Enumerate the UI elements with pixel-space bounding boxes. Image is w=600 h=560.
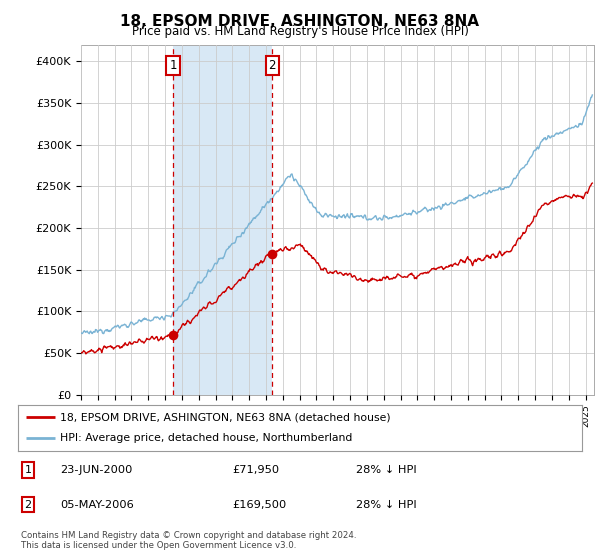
Bar (173, 45, 272, 395)
Text: Contains HM Land Registry data © Crown copyright and database right 2024.
This d: Contains HM Land Registry data © Crown c… (21, 531, 356, 550)
Text: 1: 1 (25, 465, 32, 475)
Text: 05-MAY-2006: 05-MAY-2006 (60, 500, 134, 510)
Text: 2: 2 (25, 500, 32, 510)
Text: 18, EPSOM DRIVE, ASHINGTON, NE63 8NA: 18, EPSOM DRIVE, ASHINGTON, NE63 8NA (121, 14, 479, 29)
Text: 28% ↓ HPI: 28% ↓ HPI (356, 500, 417, 510)
Text: HPI: Average price, detached house, Northumberland: HPI: Average price, detached house, Nort… (60, 433, 353, 444)
Text: Price paid vs. HM Land Registry's House Price Index (HPI): Price paid vs. HM Land Registry's House … (131, 25, 469, 38)
Text: £169,500: £169,500 (232, 500, 287, 510)
Text: £71,950: £71,950 (232, 465, 280, 475)
Text: 28% ↓ HPI: 28% ↓ HPI (356, 465, 417, 475)
Text: 1: 1 (169, 59, 177, 72)
Text: 2: 2 (268, 59, 276, 72)
Text: 18, EPSOM DRIVE, ASHINGTON, NE63 8NA (detached house): 18, EPSOM DRIVE, ASHINGTON, NE63 8NA (de… (60, 412, 391, 422)
Text: 23-JUN-2000: 23-JUN-2000 (60, 465, 133, 475)
